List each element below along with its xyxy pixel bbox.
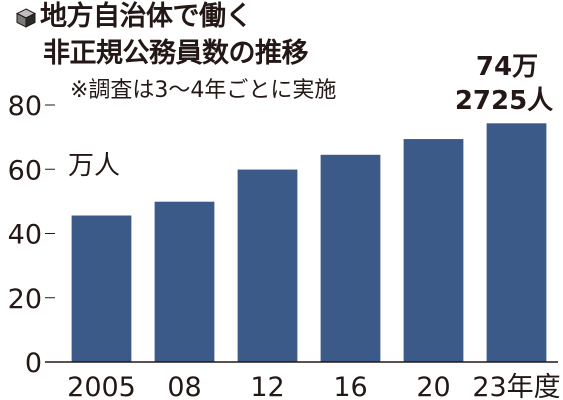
x-tick-label: 16 <box>333 372 367 400</box>
bar-2005 <box>71 215 132 362</box>
x-axis-ticks: 2005 08 12 16 20 23年度 <box>67 372 561 400</box>
chart-title-line1: 地方自治体で働く <box>40 1 253 32</box>
x-tick-label: 12 <box>250 372 284 400</box>
bar-12 <box>237 169 298 362</box>
x-tick-label: 2005 <box>67 372 136 400</box>
bar-08 <box>154 201 215 362</box>
y-tick-label: 20 <box>8 284 42 315</box>
bar-23年度 <box>486 123 547 362</box>
bar-20 <box>403 139 464 362</box>
x-tick-label: 08 <box>167 372 201 400</box>
bar-16 <box>320 154 381 362</box>
x-tick-label: 23年度 <box>472 372 560 400</box>
y-tick-label: 0 <box>25 348 42 379</box>
y-axis-ticks: 0 20 40 60 80 <box>8 91 55 379</box>
y-tick-label: 60 <box>8 155 42 186</box>
y-axis-unit-label: 万人 <box>68 151 121 181</box>
cube-icon <box>16 8 36 28</box>
latest-value-callout-line1: 74万 <box>475 52 539 82</box>
survey-note: ※調査は3～4年ごとに実施 <box>70 78 337 103</box>
x-tick-label: 20 <box>416 372 450 400</box>
bars-group <box>71 123 547 362</box>
y-tick-label: 80 <box>8 91 42 122</box>
latest-value-callout-line2: 2725人 <box>454 86 554 116</box>
chart-title-line2: 非正規公務員数の推移 <box>43 38 309 69</box>
y-tick-label: 40 <box>8 220 42 251</box>
